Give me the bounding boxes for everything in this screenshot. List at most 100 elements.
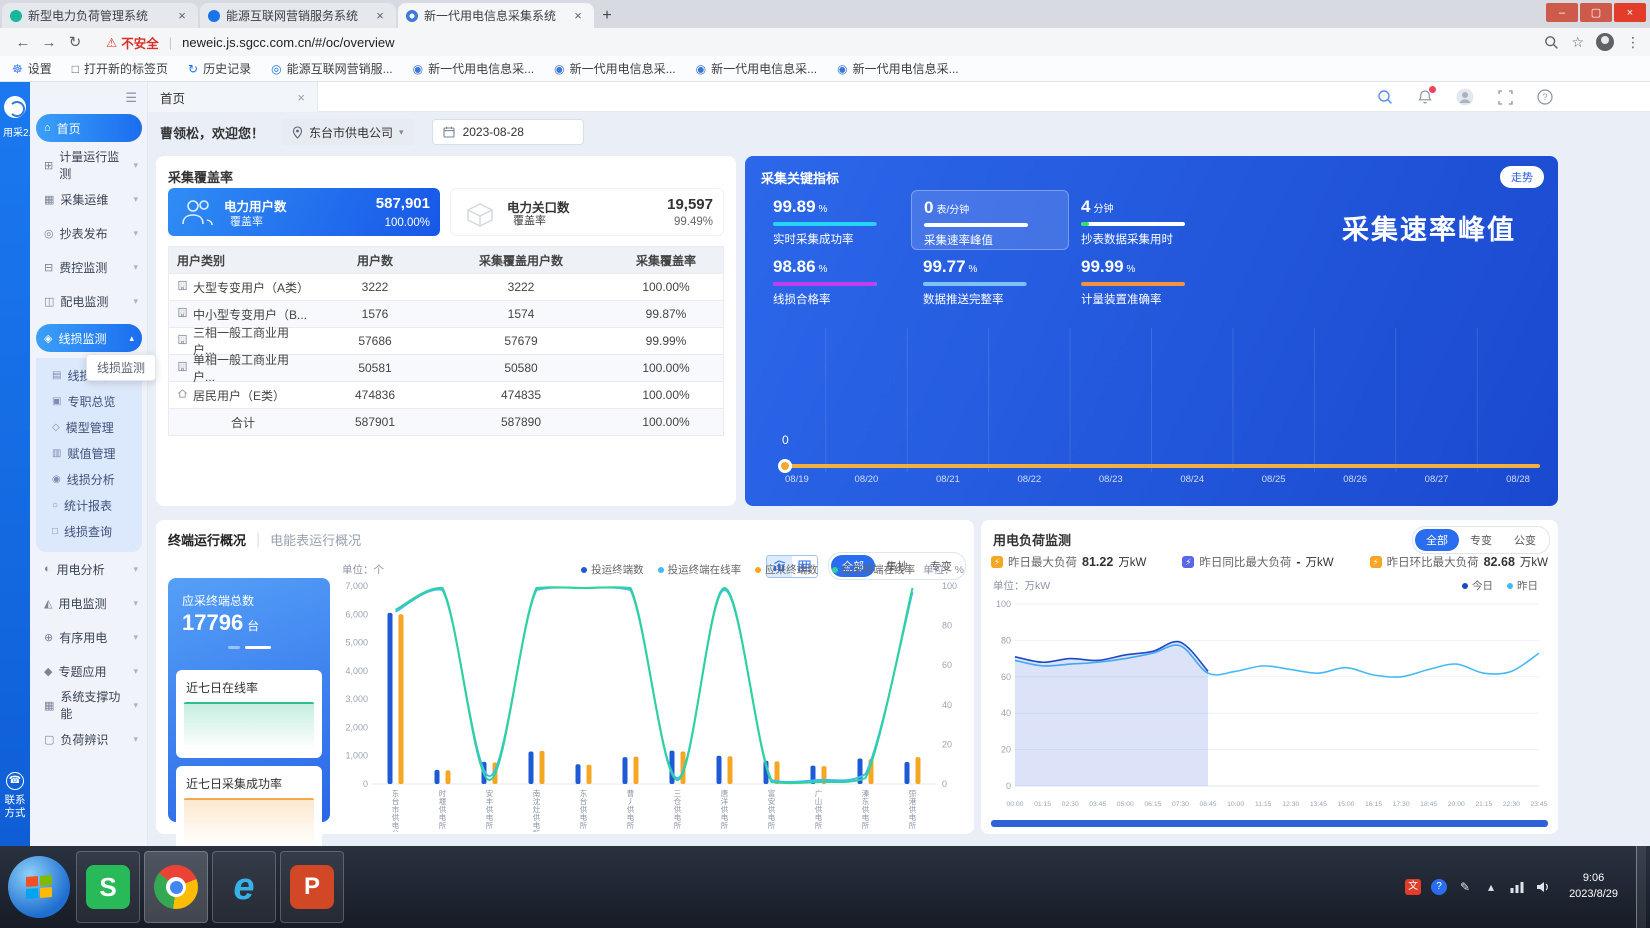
filter-pill[interactable]: 专变 [930, 561, 952, 573]
help-icon[interactable]: ? [1536, 88, 1554, 106]
window-minimize-button[interactable]: – [1546, 3, 1578, 22]
svg-text:80: 80 [1001, 635, 1011, 645]
taskbar-powerpoint-button[interactable]: P [280, 851, 344, 923]
tab-close-icon[interactable]: × [376, 8, 384, 23]
sidebar-subitem[interactable]: ○ 统计报表 [36, 492, 142, 518]
tab-close-icon[interactable]: × [178, 8, 186, 23]
sidebar-item[interactable]: ⊕ 有序用电 ▾ [30, 620, 148, 654]
fullscreen-icon[interactable] [1496, 88, 1514, 106]
refresh-button[interactable]: ↻ [68, 34, 82, 51]
browser-profile-avatar[interactable] [1596, 33, 1614, 51]
legend-item[interactable]: 昨日 [1507, 578, 1538, 593]
taskbar-chrome-button[interactable] [144, 851, 208, 923]
legend-item[interactable]: 今日 [1462, 578, 1493, 593]
sidebar-subitem[interactable]: ◇ 模型管理 [36, 414, 142, 440]
carousel-dots[interactable] [168, 646, 330, 649]
bell-icon[interactable] [1416, 86, 1436, 106]
sidebar-item[interactable]: ◐ 用电分析 ▾ [30, 552, 148, 586]
taskbar-clock[interactable]: 9:06 2023/8/29 [1561, 871, 1626, 903]
window-maximize-button[interactable]: ▢ [1580, 3, 1612, 22]
taskbar-wps-button[interactable]: S [76, 851, 140, 923]
sidebar-item[interactable]: ▢ 负荷辨识 ▾ [30, 722, 148, 756]
sidebar-item[interactable]: ▦ 系统支撑功能 ▾ [30, 688, 148, 722]
svg-text:弶港供电所: 弶港供电所 [909, 788, 917, 830]
search-icon[interactable] [1376, 88, 1394, 106]
browser-menu-icon[interactable]: ⋮ [1626, 33, 1640, 50]
start-button[interactable] [8, 856, 70, 918]
tray-network-icon[interactable] [1509, 881, 1525, 893]
legend-item[interactable]: 投运终端数 [581, 562, 644, 577]
spark-card[interactable]: 近七日采集成功率 [176, 766, 322, 854]
filter-pill[interactable]: 集抄 [886, 561, 908, 573]
sidebar-subitem[interactable]: ▥ 赋值管理 [36, 440, 142, 466]
filter-pill[interactable]: 公变 [1514, 535, 1536, 547]
tray-pen-icon[interactable]: ✎ [1460, 880, 1471, 894]
date-picker[interactable]: 2023-08-28 [431, 119, 584, 145]
chart-zoom-slider[interactable] [991, 820, 1548, 827]
sidebar-item[interactable]: ▦ 采集运维 ▾ [30, 182, 148, 216]
sidebar-subitem[interactable]: □ 线损查询 [36, 518, 142, 544]
trend-button[interactable]: 走势 [1500, 166, 1544, 188]
coverage-card[interactable]: 电力用户数 覆盖率 587,901 100.00% [168, 188, 440, 236]
bookmark-label: 能源互联网营销服... [286, 62, 393, 76]
sidebar-item[interactable]: ⊞ 计量运行监测 ▾ [30, 148, 148, 182]
chart-view-button[interactable] [767, 555, 792, 577]
forward-button[interactable]: → [41, 33, 57, 51]
bookmark-star-icon[interactable]: ☆ [1571, 33, 1584, 50]
browser-tab[interactable]: 能源互联网营销服务系统 × [200, 3, 396, 28]
contact-button[interactable]: ☎ 联系方式 [0, 771, 30, 820]
legend-item[interactable]: 投运终端在线率 [657, 562, 741, 577]
coverage-card[interactable]: 电力关口数 覆盖率 19,597 99.49% [450, 188, 724, 236]
bookmark-item[interactable]: ↻ 历史记录 [188, 60, 251, 77]
sidebar-collapse-icon[interactable]: ☰ [125, 90, 137, 105]
filter-pill[interactable]: 专变 [1470, 535, 1492, 547]
url-field[interactable]: neweic.js.sgcc.com.cn/#/oc/overview [182, 34, 395, 50]
bookmark-item[interactable]: □ 打开新的标签页 [72, 60, 168, 77]
user-avatar[interactable] [1456, 88, 1474, 106]
spark-card[interactable]: 近七日在线率 [176, 670, 322, 758]
sidebar-item[interactable]: ⊟ 费控监测 ▾ [30, 250, 148, 284]
sidebar-item[interactable]: ◭ 用电监测 ▾ [30, 586, 148, 620]
svg-text:12:30: 12:30 [1282, 801, 1299, 808]
page-tab-close-icon[interactable]: × [297, 89, 305, 105]
terminal-tab[interactable]: 电能表运行概况 [270, 533, 362, 548]
filter-pill[interactable]: 全部 [831, 555, 875, 577]
sidebar-subitem[interactable]: ◉ 线损分析 [36, 466, 142, 492]
sidebar-item[interactable]: ◆ 专题应用 ▾ [30, 654, 148, 688]
bookmark-item[interactable]: ◉ 新一代用电信息采... [837, 60, 959, 77]
org-selector[interactable]: 东台市供电公司 ▾ [282, 119, 414, 145]
bookmark-item[interactable]: ◉ 新一代用电信息采... [413, 60, 535, 77]
bookmark-item[interactable]: ◉ 新一代用电信息采... [696, 60, 818, 77]
bookmark-item[interactable]: ◎ 能源互联网营销服... [271, 60, 393, 77]
table-view-button[interactable] [792, 555, 817, 577]
tray-volume-icon[interactable] [1535, 881, 1551, 893]
metric-value: 99.77% [923, 257, 978, 276]
sidebar-subitem[interactable]: ▣ 专职总览 [36, 388, 142, 414]
terminal-tab[interactable]: 终端运行概况 [168, 533, 247, 548]
sidebar-item-home[interactable]: ⌂ 首页 [36, 114, 142, 142]
new-tab-button[interactable]: + [602, 6, 612, 24]
page-tab-home[interactable]: 首页 × [148, 82, 318, 112]
tab-close-icon[interactable]: × [574, 8, 582, 23]
bookmark-item[interactable]: ◉ 新一代用电信息采... [554, 60, 676, 77]
back-button[interactable]: ← [15, 33, 31, 51]
metric-value: 99.89% [773, 197, 828, 216]
tray-ime-icon[interactable]: 文 [1405, 879, 1422, 895]
browser-tab[interactable]: 新一代用电信息采集系统 × [398, 3, 594, 28]
bookmark-favicon: ☸ [12, 61, 23, 76]
legend-item[interactable]: 应采终端在线率 [831, 562, 915, 577]
taskbar-ie-button[interactable]: e [212, 851, 276, 923]
show-desktop-button[interactable] [1636, 846, 1646, 928]
tray-up-arrow-icon[interactable]: ▴ [1488, 880, 1495, 894]
sidebar-item[interactable]: ◫ 配电监测 ▾ [30, 284, 148, 318]
filter-pill[interactable]: 全部 [1415, 529, 1459, 551]
sidebar-item-expanded[interactable]: ◈ 线损监测 ▴ [36, 324, 142, 352]
bookmark-item[interactable]: ☸ 设置 [12, 60, 52, 77]
security-warning[interactable]: ⚠ 不安全 [106, 33, 159, 52]
window-close-button[interactable]: × [1614, 3, 1646, 22]
sidebar-item[interactable]: ◎ 抄表发布 ▾ [30, 216, 148, 250]
legend-item[interactable]: 应采终端数 [755, 562, 818, 577]
zoom-icon[interactable] [1544, 35, 1559, 50]
tray-help-icon[interactable]: ? [1431, 879, 1448, 895]
browser-tab[interactable]: 新型电力负荷管理系统 × [2, 3, 198, 28]
